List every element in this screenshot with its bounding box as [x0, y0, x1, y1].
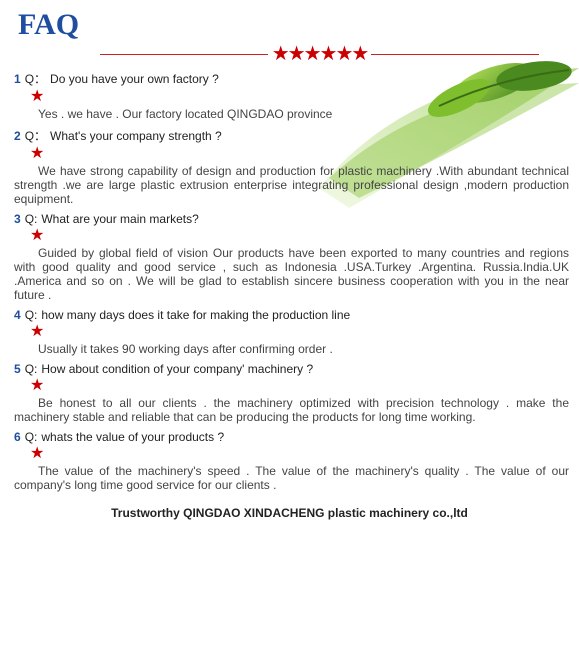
- faq-number: 6: [14, 430, 21, 444]
- faq-answer-text: Yes . we have . Our factory located QING…: [14, 107, 569, 121]
- faq-number: 5: [14, 362, 21, 376]
- faq-answer-text: We have strong capability of design and …: [14, 164, 569, 206]
- page-title: FAQ: [18, 8, 579, 42]
- faq-question-row: 6 Q: whats the value of your products ?: [14, 430, 569, 444]
- star-divider: ★★★★★★: [0, 44, 579, 64]
- faq-answer-text: The value of the machinery's speed . The…: [14, 464, 569, 492]
- faq-number: 4: [14, 308, 21, 322]
- faq-number: 1: [14, 72, 21, 86]
- faq-question-row: 4 Q: how many days does it take for makin…: [14, 308, 569, 322]
- faq-question-text: How about condition of your company' mac…: [41, 362, 313, 376]
- faq-number: 3: [14, 212, 21, 226]
- star-icon: ★: [30, 146, 569, 162]
- footer-text: Trustworthy QINGDAO XINDACHENG plastic m…: [0, 506, 579, 520]
- faq-content: 1 Q： Do you have your own factory ? ★ Yes . …: [0, 70, 579, 492]
- divider-line-right: [371, 54, 539, 55]
- faq-answer-text: Usually it takes 90 working days after c…: [14, 342, 569, 356]
- faq-question-text: whats the value of your products ?: [41, 430, 224, 444]
- faq-question-row: 2 Q： What's your company strength ?: [14, 127, 569, 144]
- faq-question-text: how many days does it take for making th…: [41, 308, 350, 322]
- faq-question-text: What are your main markets?: [41, 212, 198, 226]
- faq-question-row: 1 Q： Do you have your own factory ?: [14, 70, 569, 87]
- faq-q-label: Q:: [25, 362, 38, 376]
- header: FAQ: [0, 0, 579, 42]
- faq-q-label: Q：: [25, 70, 46, 87]
- faq-q-label: Q：: [25, 127, 46, 144]
- divider-line-left: [100, 54, 268, 55]
- star-icon: ★: [30, 446, 569, 462]
- faq-question-text: Do you have your own factory ?: [50, 72, 219, 86]
- faq-question-text: What's your company strength ?: [50, 129, 222, 143]
- faq-question-row: 3 Q: What are your main markets?: [14, 212, 569, 226]
- star-icon: ★: [30, 324, 569, 340]
- star-icon: ★: [30, 228, 569, 244]
- faq-question-row: 5 Q: How about condition of your company'…: [14, 362, 569, 376]
- faq-q-label: Q:: [25, 212, 38, 226]
- faq-answer-text: Be honest to all our clients . the machi…: [14, 396, 569, 424]
- faq-q-label: Q:: [25, 430, 38, 444]
- star-icon: ★: [30, 89, 569, 105]
- faq-answer-text: Guided by global field of vision Our pro…: [14, 246, 569, 302]
- faq-number: 2: [14, 129, 21, 143]
- divider-stars: ★★★★★★: [268, 44, 372, 64]
- faq-q-label: Q:: [25, 308, 38, 322]
- star-icon: ★: [30, 378, 569, 394]
